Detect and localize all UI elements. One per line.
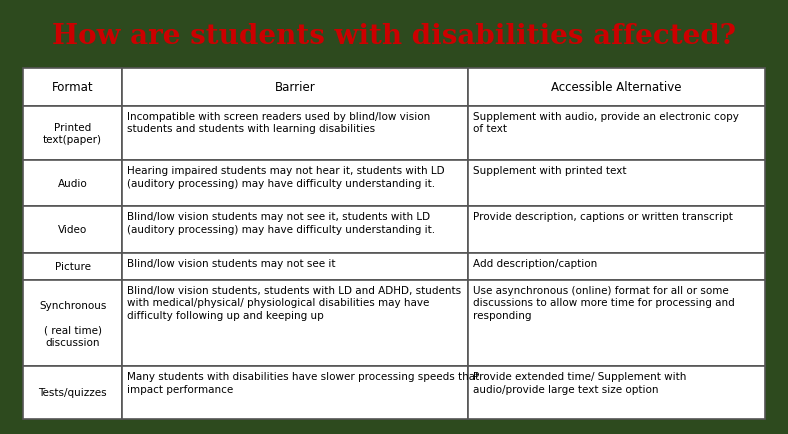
Text: Printed
text(paper): Printed text(paper) <box>43 122 102 145</box>
Text: Picture: Picture <box>54 262 91 272</box>
Bar <box>24 207 122 253</box>
Text: Use asynchronous (online) format for all or some
discussions to allow more time : Use asynchronous (online) format for all… <box>474 285 735 320</box>
Text: Supplement with audio, provide an electronic copy
of text: Supplement with audio, provide an electr… <box>474 112 739 134</box>
Text: Incompatible with screen readers used by blind/low vision
students and students : Incompatible with screen readers used by… <box>127 112 430 134</box>
Bar <box>468 107 764 161</box>
Text: Audio: Audio <box>58 179 87 189</box>
Bar <box>24 280 122 366</box>
Bar <box>24 69 122 107</box>
Bar <box>122 280 468 366</box>
Text: Supplement with printed text: Supplement with printed text <box>474 166 627 176</box>
Text: Add description/caption: Add description/caption <box>474 258 598 268</box>
Text: Provide description, captions or written transcript: Provide description, captions or written… <box>474 212 734 222</box>
Bar <box>122 253 468 280</box>
Bar <box>24 366 122 419</box>
Bar <box>468 366 764 419</box>
Text: Blind/low vision students may not see it, students with LD
(auditory processing): Blind/low vision students may not see it… <box>127 212 435 234</box>
Bar <box>122 161 468 207</box>
Bar <box>122 107 468 161</box>
Bar <box>468 69 764 107</box>
Text: Format: Format <box>52 81 94 94</box>
Text: How are students with disabilities affected?: How are students with disabilities affec… <box>52 23 736 49</box>
Bar <box>468 207 764 253</box>
Bar <box>468 280 764 366</box>
Text: Provide extended time/ Supplement with
audio/provide large text size option: Provide extended time/ Supplement with a… <box>474 372 687 394</box>
Text: Synchronous

( real time)
discussion: Synchronous ( real time) discussion <box>39 300 106 347</box>
Bar <box>122 207 468 253</box>
Bar <box>122 366 468 419</box>
Text: Video: Video <box>58 225 87 235</box>
Bar <box>468 161 764 207</box>
Text: Hearing impaired students may not hear it, students with LD
(auditory processing: Hearing impaired students may not hear i… <box>127 166 445 188</box>
Text: Accessible Alternative: Accessible Alternative <box>551 81 682 94</box>
Text: Blind/low vision students may not see it: Blind/low vision students may not see it <box>127 258 336 268</box>
Bar <box>468 253 764 280</box>
Text: Many students with disabilities have slower processing speeds that
impact perfor: Many students with disabilities have slo… <box>127 372 479 394</box>
Text: Tests/quizzes: Tests/quizzes <box>39 388 107 398</box>
Bar <box>24 161 122 207</box>
Bar <box>122 69 468 107</box>
Bar <box>24 107 122 161</box>
Text: Barrier: Barrier <box>275 81 315 94</box>
Bar <box>24 253 122 280</box>
Text: Blind/low vision students, students with LD and ADHD, students
with medical/phys: Blind/low vision students, students with… <box>127 285 461 320</box>
